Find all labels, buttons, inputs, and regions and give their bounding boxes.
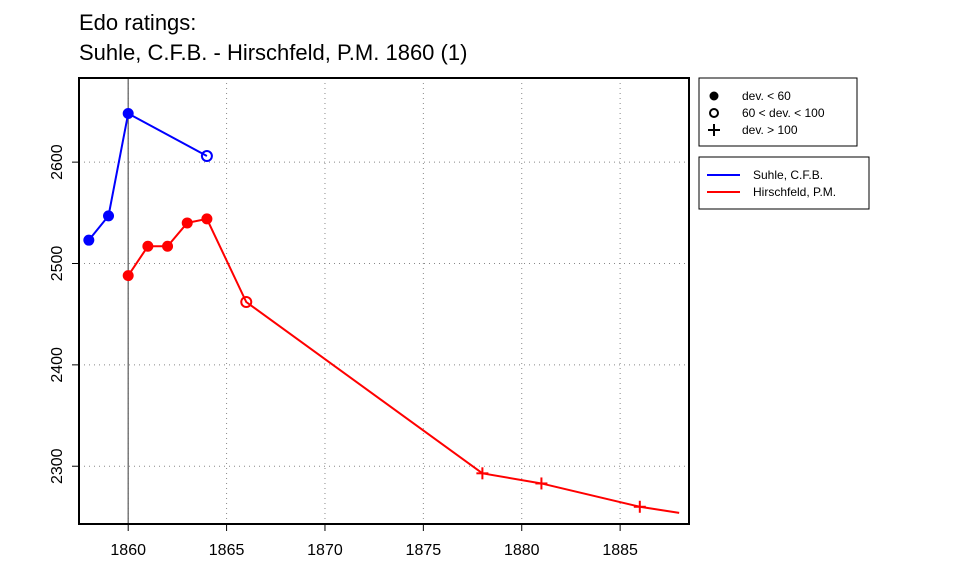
y-tick-label: 2600 bbox=[49, 144, 66, 180]
legend-marker-label: dev. < 60 bbox=[742, 89, 791, 103]
data-point bbox=[633, 500, 646, 513]
plot-frame bbox=[78, 77, 690, 525]
data-point bbox=[200, 150, 213, 163]
legend-series-label: Suhle, C.F.B. bbox=[753, 168, 823, 182]
data-point bbox=[103, 210, 115, 222]
data-point bbox=[181, 217, 193, 229]
x-tick-label: 1865 bbox=[209, 542, 245, 559]
data-point bbox=[476, 467, 489, 480]
legend-marker-label: dev. > 100 bbox=[742, 123, 798, 137]
legend-symbol bbox=[708, 124, 720, 136]
x-tick-label: 1880 bbox=[504, 542, 540, 559]
x-tick-label: 1870 bbox=[307, 542, 343, 559]
series-line bbox=[88, 111, 208, 241]
data-point bbox=[142, 240, 154, 252]
grid bbox=[79, 78, 689, 524]
axes: 1860 1865 1870 1875 1880 1885 2300 2400 2500 2600 bbox=[49, 144, 638, 559]
legend-symbol bbox=[709, 91, 719, 101]
data-point bbox=[83, 234, 95, 246]
series-0 bbox=[83, 107, 213, 246]
x-tick-label: 1860 bbox=[110, 542, 146, 559]
marker-legend-box bbox=[698, 77, 858, 147]
legend-symbol bbox=[709, 108, 719, 118]
series-legend-box bbox=[698, 156, 870, 210]
marker-legend: dev. < 60 60 < dev. < 100 dev. > 100 bbox=[698, 77, 858, 147]
x-tick-label: 1875 bbox=[406, 542, 442, 559]
y-tick-label: 2500 bbox=[49, 246, 66, 282]
data-point bbox=[201, 213, 213, 225]
chart-title-line-1: Edo ratings: bbox=[79, 10, 197, 35]
data-point bbox=[240, 296, 253, 309]
series-legend: Suhle, C.F.B. Hirschfeld, P.M. bbox=[698, 156, 870, 210]
x-tick-label: 1885 bbox=[602, 542, 638, 559]
legend-marker-label: 60 < dev. < 100 bbox=[742, 106, 825, 120]
chart-title-line-2: Suhle, C.F.B. - Hirschfeld, P.M. 1860 (1… bbox=[79, 40, 468, 65]
y-tick-label: 2300 bbox=[49, 448, 66, 484]
y-tick-label: 2400 bbox=[49, 347, 66, 383]
legend-series-label: Hirschfeld, P.M. bbox=[753, 185, 836, 199]
legend: dev. < 60 60 < dev. < 100 dev. > 100 Suhle,… bbox=[698, 77, 870, 210]
data-point bbox=[162, 240, 174, 252]
series-layer bbox=[83, 107, 680, 514]
chart-title: Edo ratings: Suhle, C.F.B. - Hirschfeld,… bbox=[79, 8, 467, 68]
series-1 bbox=[122, 213, 680, 514]
data-point bbox=[122, 107, 134, 119]
data-point bbox=[122, 270, 134, 282]
data-point bbox=[535, 477, 548, 490]
series-line bbox=[127, 217, 680, 514]
